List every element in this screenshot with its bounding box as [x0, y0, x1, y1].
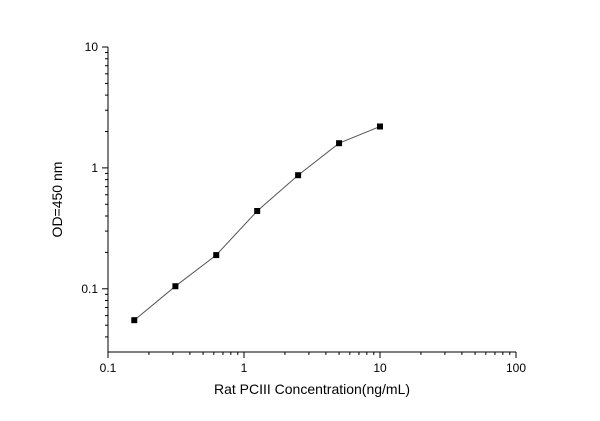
- ticks: [102, 46, 517, 358]
- data-point: [254, 207, 261, 214]
- x-tick-label: 100: [506, 361, 526, 375]
- axes: [107, 47, 516, 353]
- x-axis-title: Rat PCIII Concentration(ng/mL): [214, 381, 410, 397]
- y-tick-label: 0.1: [81, 282, 98, 296]
- tick-labels: 0.1 1 10 100 0.1 1 10: [81, 40, 526, 375]
- data-point: [131, 317, 138, 324]
- series: [131, 123, 383, 324]
- y-tick-label: 1: [91, 161, 98, 175]
- y-tick-label: 10: [85, 40, 99, 54]
- x-tick-label: 0.1: [100, 361, 117, 375]
- x-tick-label: 1: [241, 361, 248, 375]
- data-point: [377, 123, 383, 130]
- data-point: [295, 172, 302, 179]
- data-point: [213, 252, 220, 259]
- data-point: [172, 283, 179, 290]
- data-point: [336, 140, 343, 147]
- x-tick-label: 10: [373, 361, 387, 375]
- y-axis-title: OD=450 nm: [49, 162, 65, 238]
- series-line: [133, 126, 381, 321]
